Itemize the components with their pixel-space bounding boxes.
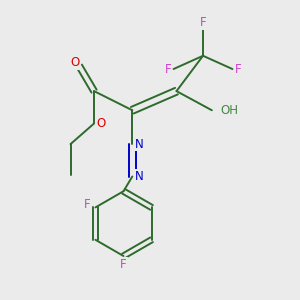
Text: F: F xyxy=(84,198,91,211)
Text: F: F xyxy=(200,16,206,29)
Text: O: O xyxy=(96,117,105,130)
Text: F: F xyxy=(234,62,241,76)
Text: OH: OH xyxy=(220,104,238,117)
Text: F: F xyxy=(165,62,172,76)
Text: O: O xyxy=(70,56,80,69)
Text: F: F xyxy=(120,258,127,271)
Text: N: N xyxy=(134,170,143,183)
Text: N: N xyxy=(134,138,143,151)
